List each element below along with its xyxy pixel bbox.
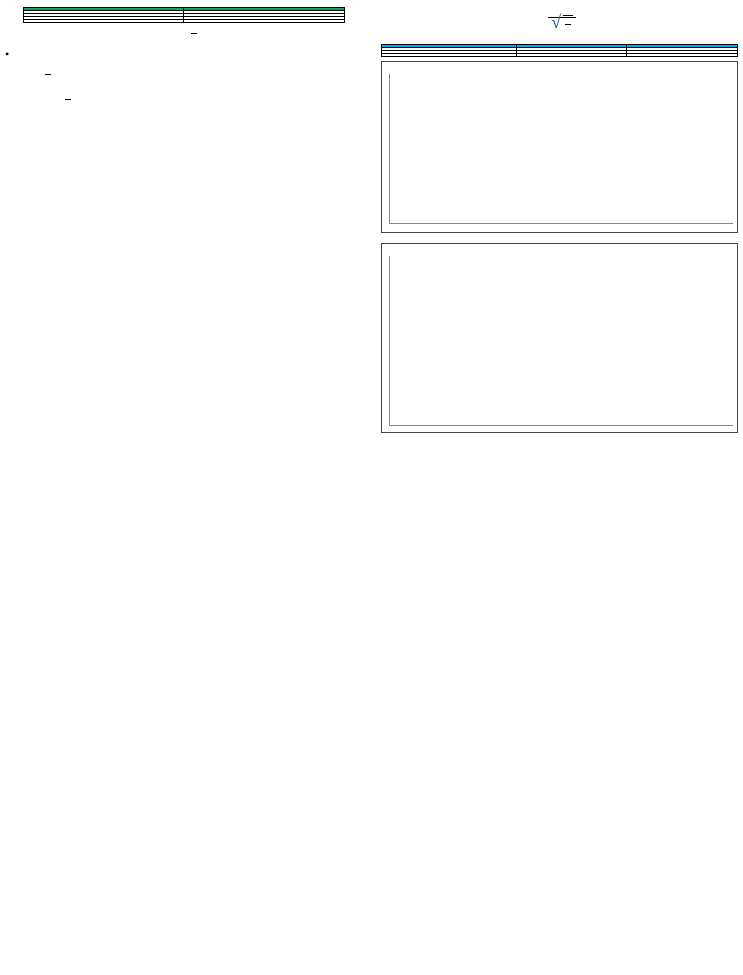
chart2 bbox=[381, 243, 739, 433]
eq8-num bbox=[65, 99, 71, 100]
table4 bbox=[23, 7, 345, 23]
chart1-plot bbox=[389, 74, 734, 224]
td bbox=[627, 54, 738, 57]
eq10-den-a bbox=[565, 24, 571, 25]
td bbox=[184, 20, 344, 23]
chart2-plot bbox=[389, 256, 734, 426]
eq6-num bbox=[191, 33, 197, 34]
left-column: • bbox=[5, 5, 363, 437]
right-column bbox=[381, 5, 739, 437]
td bbox=[516, 54, 627, 57]
td bbox=[381, 54, 516, 57]
table5 bbox=[381, 44, 739, 57]
td bbox=[23, 20, 183, 23]
eq7-num bbox=[45, 74, 51, 75]
chart1 bbox=[381, 61, 739, 233]
